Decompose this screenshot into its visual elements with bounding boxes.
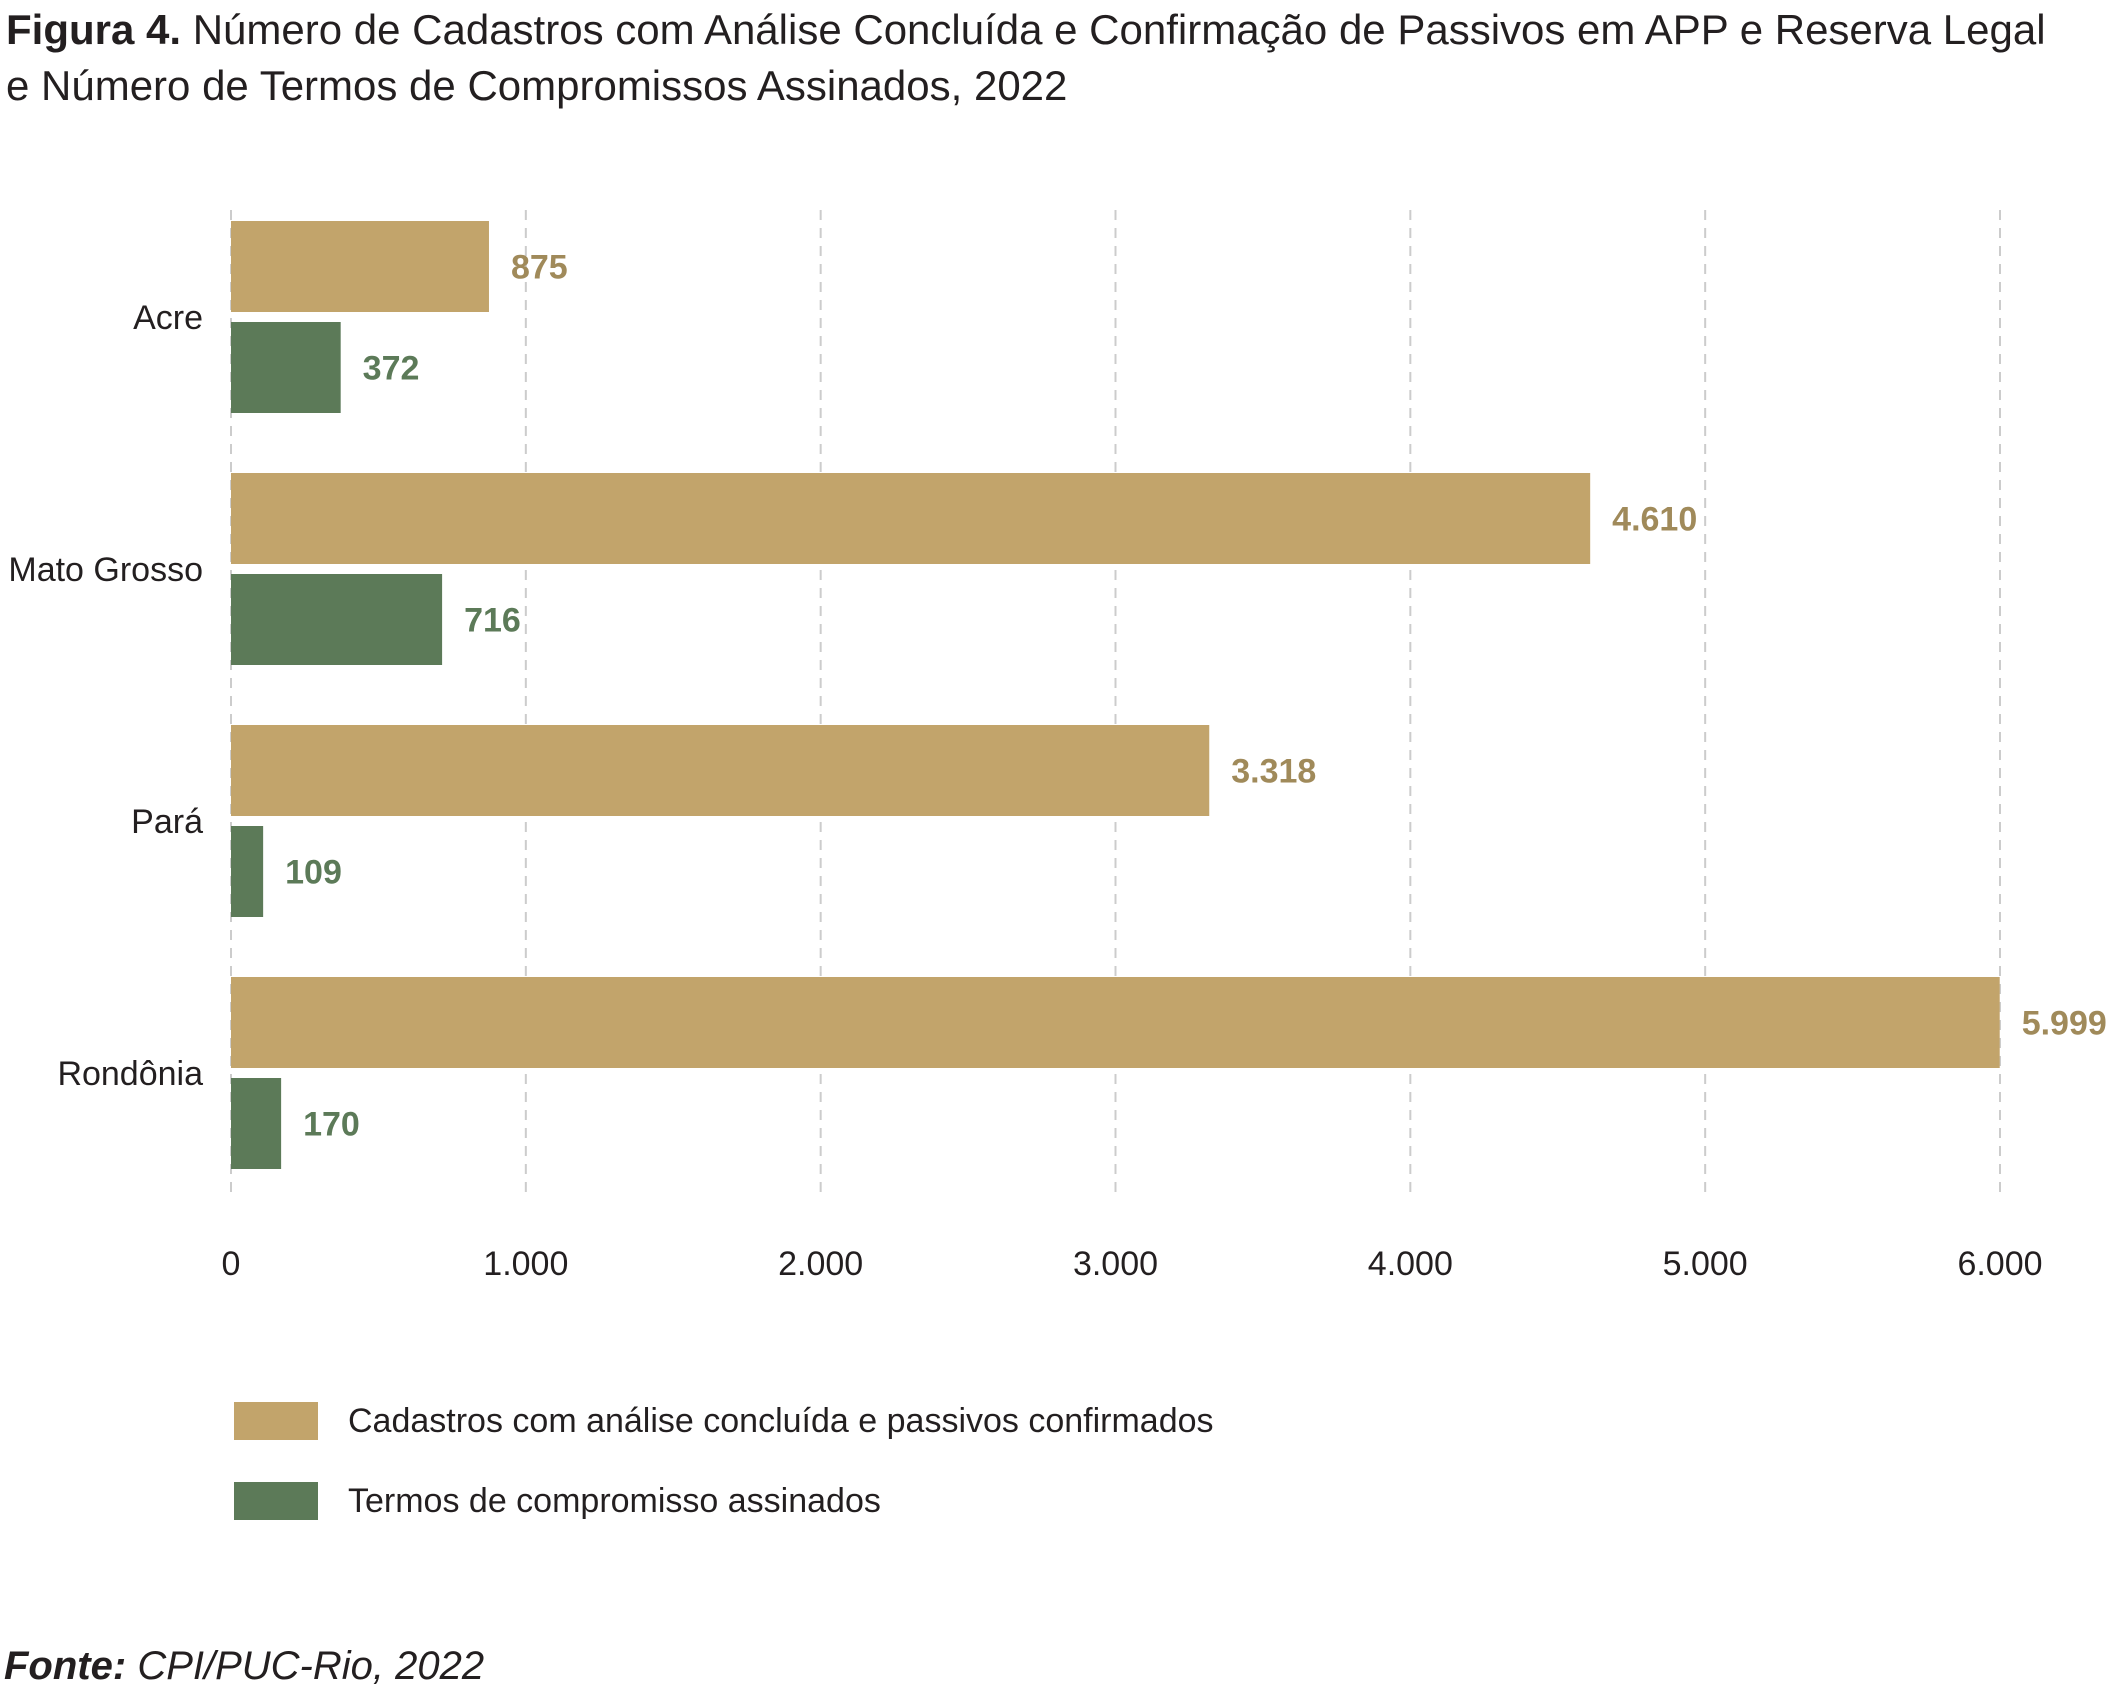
bar — [231, 826, 264, 917]
x-tick-label: 1.000 — [483, 1245, 568, 1283]
x-tick-label: 0 — [222, 1245, 241, 1283]
bar — [231, 221, 489, 312]
data-label: 109 — [285, 854, 342, 892]
source-text: CPI/PUC-Rio, 2022 — [137, 1644, 485, 1688]
source-note: Fonte: CPI/PUC-Rio, 2022 — [4, 1644, 484, 1689]
chart-title: Figura 4. Número de Cadastros com Anális… — [6, 2, 2096, 114]
x-tick-label: 3.000 — [1073, 1245, 1158, 1283]
legend-item-cadastros: Cadastros com análise concluída e passiv… — [234, 1400, 1214, 1442]
source-prefix: Fonte: — [4, 1644, 127, 1688]
legend-item-termos: Termos de compromisso assinados — [234, 1480, 1214, 1522]
data-label: 170 — [303, 1106, 360, 1144]
bar — [231, 322, 341, 413]
legend-swatch-termos — [234, 1482, 318, 1520]
category-label: Pará — [131, 803, 203, 841]
data-label: 875 — [511, 249, 568, 287]
category-label: Rondônia — [57, 1055, 203, 1093]
bar — [231, 1078, 282, 1169]
x-tick-label: 6.000 — [1957, 1245, 2042, 1283]
bar — [231, 725, 1210, 816]
legend: Cadastros com análise concluída e passiv… — [234, 1400, 1214, 1560]
legend-swatch-cadastros — [234, 1402, 318, 1440]
title-line-2: e Número de Termos de Compromissos Assin… — [6, 62, 1068, 109]
data-label: 716 — [464, 602, 521, 640]
data-label: 372 — [363, 350, 420, 388]
x-tick-label: 4.000 — [1368, 1245, 1453, 1283]
bar — [231, 574, 443, 665]
legend-label-cadastros: Cadastros com análise concluída e passiv… — [348, 1401, 1214, 1440]
data-label: 4.610 — [1612, 501, 1697, 539]
figure-number: Figura 4. — [6, 6, 182, 53]
data-label: 3.318 — [1231, 753, 1316, 791]
bar-chart: 0 1.000 2.000 3.000 4.000 5.000 6.000 875 372 Acr… — [8, 210, 2107, 1283]
bar — [231, 473, 1591, 564]
x-tick-label: 2.000 — [778, 1245, 863, 1283]
category-label: Mato Grosso — [8, 551, 203, 589]
legend-label-termos: Termos de compromisso assinados — [348, 1481, 881, 1520]
x-tick-label: 5.000 — [1663, 1245, 1748, 1283]
category-label: Acre — [133, 299, 203, 337]
title-line-1: Número de Cadastros com Análise Concluíd… — [192, 6, 2046, 53]
bar — [231, 977, 2000, 1068]
data-label: 5.999 — [2022, 1005, 2107, 1043]
